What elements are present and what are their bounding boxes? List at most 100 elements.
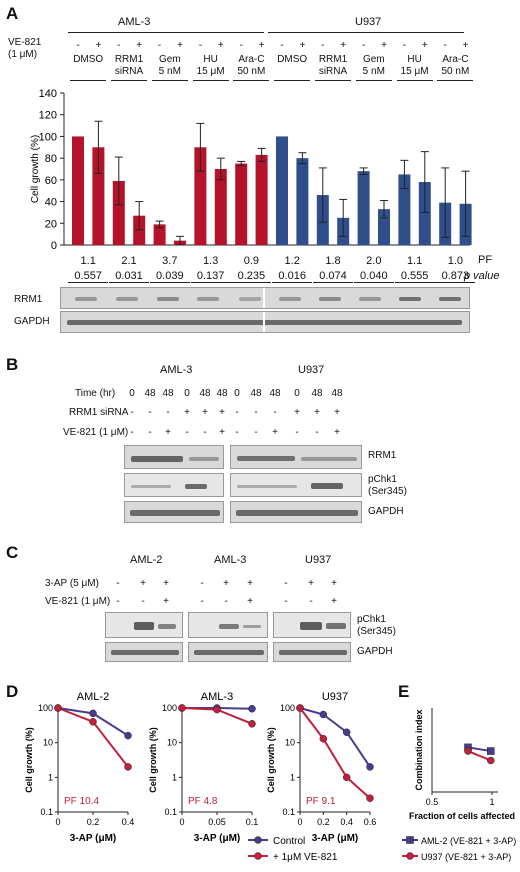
sirna-sign: +: [314, 407, 320, 418]
y-tick-label: 0.1: [164, 807, 177, 817]
ve821-sign: -: [254, 427, 258, 438]
plot-title: U937: [322, 691, 348, 703]
x-tick-label: 0.4: [122, 817, 135, 827]
ve821-sign: +: [258, 40, 265, 51]
bar: [133, 215, 146, 245]
legend-marker-control: [254, 836, 262, 844]
sirna-sign: -: [148, 407, 152, 418]
group-underline: [192, 80, 229, 81]
ve821-label: VE-821: [8, 37, 42, 48]
ve821-sign: -: [295, 427, 299, 438]
group-label-line1: RRM1: [114, 54, 144, 65]
panel-c-cellline-aml3: AML-3: [214, 554, 247, 566]
y-tick-label: 0.1: [40, 807, 53, 817]
x-axis-label: 3-AP (μM): [194, 833, 241, 844]
panel-c-cellline-aml2: AML-2: [130, 554, 163, 566]
ve821-sign: -: [443, 40, 447, 51]
sirna-sign: -: [235, 407, 239, 418]
bar: [235, 163, 248, 245]
bar: [112, 180, 125, 245]
ve821-sign: -: [116, 596, 120, 607]
group-label-line1: HU: [407, 54, 422, 65]
y-tick-label: 100: [280, 703, 295, 713]
plot-title: AML-2: [77, 691, 109, 703]
panel-b-sirna-label: RRM1 siRNA: [69, 407, 129, 418]
panel-c-ve821-label: VE-821 (1 μM): [45, 596, 111, 607]
y-tick-label: 20: [45, 218, 57, 230]
x-tick-label: 0.6: [364, 817, 377, 827]
group-underline: [233, 80, 270, 81]
panel-b-blot-pchk1-aml3: [124, 473, 224, 497]
group-underline: [111, 80, 147, 81]
group-label-line1: Ara-C: [442, 54, 469, 65]
ve821-sign: -: [185, 427, 189, 438]
ve821-sign: +: [165, 427, 171, 438]
panel-a-blot-rrm1: [60, 287, 470, 309]
y-tick-label: 10: [167, 738, 177, 748]
panel-a-bar-chart: 0 20 40 60 80 100 120 140 Cell growth (%): [30, 88, 472, 252]
group-label-line1: Gem: [158, 54, 181, 65]
x-axis-label: 3-AP (μM): [70, 833, 117, 844]
panel-c-blot-pchk1-u937: [273, 612, 351, 638]
aml3-header-line: [68, 32, 264, 33]
group-label-line1: DMSO: [277, 54, 308, 65]
y-axis-label: Cell growth (%): [24, 727, 34, 793]
sirna-sign: +: [184, 407, 190, 418]
data-point: [319, 710, 328, 719]
ve821-sign: -: [280, 40, 284, 51]
bar: [214, 169, 227, 245]
bar: [398, 174, 411, 245]
pf-annotation: PF 9.1: [306, 796, 336, 807]
x-tick-label: 0: [297, 817, 302, 827]
panel-b-blot-rrm1-u937: [230, 445, 362, 469]
bar: [153, 224, 166, 245]
group-underline: [151, 80, 188, 81]
pf-annotation: PF 4.8: [188, 796, 218, 807]
data-point: [366, 794, 374, 802]
data-point: [248, 720, 256, 728]
data-point: [296, 704, 304, 712]
time-value: 0: [184, 388, 190, 399]
ve821-sign: -: [203, 427, 207, 438]
y-tick-label: 100: [162, 703, 177, 713]
ve821-sign: -: [235, 427, 239, 438]
pf-value: 1.8: [325, 255, 341, 267]
bar: [296, 158, 309, 245]
ve821-sign: -: [309, 596, 313, 607]
pf-value: 1.0: [447, 255, 464, 267]
y-tick-label: 100: [38, 703, 53, 713]
y-tick-label: 10: [43, 738, 53, 748]
p-value: 0.235: [231, 270, 272, 283]
x-tick-label: 0.5: [426, 797, 439, 807]
x-tick-label: 0.2: [87, 817, 100, 827]
panel-b-blot-gapdh-u937: [230, 501, 362, 523]
sirna-sign: -: [254, 407, 258, 418]
3ap-sign: -: [200, 578, 204, 589]
panel-c-label-gapdh: GAPDH: [357, 646, 393, 657]
data-point: [178, 704, 186, 712]
3ap-sign: +: [331, 578, 337, 589]
panel-a-blot-label-rrm1: RRM1: [14, 294, 43, 305]
group-underline: [355, 80, 392, 81]
series-line: [299, 707, 371, 799]
ve821-sign: +: [95, 40, 102, 51]
p-value: 0.137: [190, 270, 231, 283]
panel-c-label-pchk1: pChk1: [357, 614, 386, 625]
panel-b-label-ser345: (Ser345): [368, 486, 407, 497]
group-label-line1: HU: [203, 54, 218, 65]
x-axis-label: 3-AP (μM): [312, 833, 359, 844]
ve821-sign: +: [299, 40, 306, 51]
p-value: 0.040: [353, 270, 394, 283]
p-value: 0.555: [394, 270, 435, 283]
ve821-sign: +: [381, 40, 387, 51]
panel-c-blot-pchk1-aml2: [105, 612, 183, 638]
data-point: [319, 734, 328, 743]
data-point: [487, 756, 495, 765]
ve821-sign: +: [340, 40, 347, 51]
y-tick-label: 40: [45, 197, 57, 209]
ve821-sign: +: [136, 40, 143, 51]
group-label-line2: siRNA: [318, 66, 348, 77]
panel-b-label-gapdh: GAPDH: [368, 506, 404, 517]
y-tick-label: 60: [45, 175, 57, 187]
